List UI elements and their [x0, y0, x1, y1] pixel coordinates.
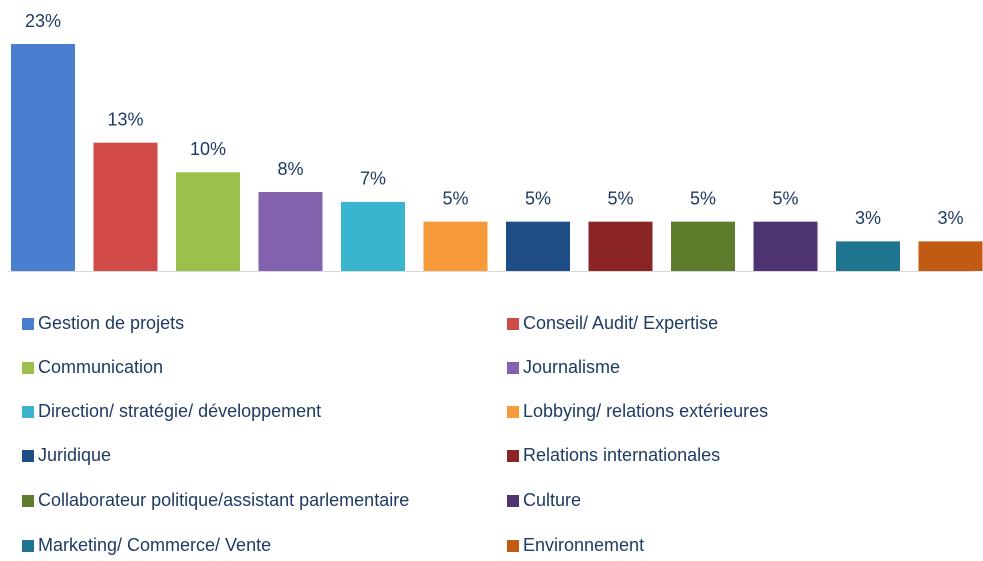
bar [588, 221, 653, 271]
legend-swatch [507, 450, 519, 462]
legend-label: Communication [38, 357, 163, 377]
data-label: 3% [855, 208, 881, 228]
bar [836, 241, 900, 271]
data-label: 10% [190, 139, 226, 159]
data-label: 3% [937, 208, 963, 228]
bar [258, 192, 323, 271]
legend-label: Gestion de projets [38, 313, 184, 333]
data-label: 5% [525, 188, 551, 208]
data-label: 8% [277, 159, 303, 179]
legend-label: Direction/ stratégie/ développement [38, 401, 321, 421]
bar [341, 201, 405, 271]
data-label: 23% [25, 11, 61, 31]
legend-swatch [22, 495, 34, 507]
legend-swatch [507, 540, 519, 552]
legend-label: Relations internationales [523, 445, 720, 465]
data-label: 5% [442, 188, 468, 208]
legend-swatch [22, 540, 34, 552]
bar [176, 172, 240, 271]
legend-label: Journalisme [523, 357, 620, 377]
data-label: 5% [607, 188, 633, 208]
bar [11, 44, 75, 271]
legend-label: Culture [523, 490, 581, 510]
legend-swatch [22, 406, 34, 418]
legend-swatch [507, 362, 519, 374]
bar [506, 221, 570, 271]
legend-swatch [22, 318, 34, 330]
data-label: 5% [772, 188, 798, 208]
legend-label: Juridique [38, 445, 111, 465]
legend-label: Collaborateur politique/assistant parlem… [38, 490, 409, 510]
bar [423, 221, 488, 271]
legend-swatch [22, 450, 34, 462]
bar [93, 142, 158, 271]
legend-swatch [507, 318, 519, 330]
data-label: 5% [690, 188, 716, 208]
data-label: 13% [107, 109, 143, 129]
legend-label: Lobbying/ relations extérieures [523, 401, 768, 421]
legend-label: Marketing/ Commerce/ Vente [38, 535, 271, 555]
legend-label: Conseil/ Audit/ Expertise [523, 313, 718, 333]
legend-swatch [22, 362, 34, 374]
data-label: 7% [360, 169, 386, 189]
bar [753, 221, 818, 271]
bar [918, 241, 983, 271]
legend-swatch [507, 495, 519, 507]
bar [671, 221, 735, 271]
legend-label: Environnement [523, 535, 644, 555]
legend-swatch [507, 406, 519, 418]
